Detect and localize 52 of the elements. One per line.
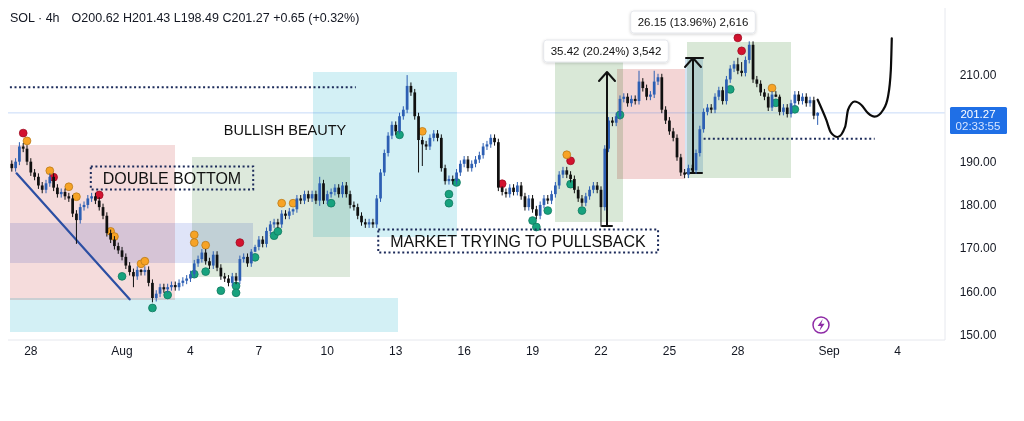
candlestick xyxy=(417,112,420,173)
annotation: DOUBLE BOTTOM xyxy=(102,169,242,187)
candlestick xyxy=(71,194,74,218)
chart-title: SOL · 4h xyxy=(10,11,60,25)
chart-subtitle: O200.62 H201.43 L198.49 C201.27 +0.65 (+0.32%) xyxy=(71,11,360,25)
x-tick-label: 13 xyxy=(389,344,403,358)
x-tick-label: 25 xyxy=(662,344,677,358)
x-tick-label: 22 xyxy=(594,344,608,358)
candlestick xyxy=(725,75,728,106)
candlestick xyxy=(78,203,82,225)
candlestick xyxy=(132,268,135,288)
candlestick xyxy=(485,140,489,151)
candlestick xyxy=(420,136,424,167)
x-tick-label: 4 xyxy=(894,344,902,358)
candlestick xyxy=(462,155,466,168)
y-tick-label: 190.00 xyxy=(959,154,997,169)
candlestick xyxy=(181,276,185,287)
x-tick-label: 28 xyxy=(731,344,745,358)
x-tick-label: 19 xyxy=(525,344,540,358)
candlestick xyxy=(75,209,78,245)
candlestick xyxy=(18,141,21,166)
annotation: MARKET TRYING TO PULLSBACK xyxy=(390,232,647,250)
candlestick xyxy=(200,248,204,264)
candlestick xyxy=(812,96,816,120)
x-tick-label: Aug xyxy=(111,344,133,358)
y-tick-label: 160.00 xyxy=(959,284,997,299)
x-tick-label: 28 xyxy=(24,344,38,358)
candlestick xyxy=(318,176,322,207)
candlestick xyxy=(747,40,751,64)
candlestick xyxy=(265,226,268,248)
annotation: 35.42 (20.24%) 3,542 xyxy=(550,45,662,57)
y-tick-label: 170.00 xyxy=(959,241,997,256)
candlestick xyxy=(702,107,705,134)
x-tick-label: Sep xyxy=(818,344,841,358)
candlestick xyxy=(744,55,747,77)
candlestick xyxy=(322,179,325,205)
candlestick xyxy=(151,278,154,303)
x-tick-label: 10 xyxy=(320,344,335,358)
x-tick-label: 16 xyxy=(457,344,472,358)
text: 02:33:55 xyxy=(955,120,1001,133)
candlestick xyxy=(398,112,401,135)
annotation: 26.15 (13.96%) 2,616 xyxy=(637,16,749,28)
y-tick-label: 210.00 xyxy=(959,68,997,83)
y-tick-label: 180.00 xyxy=(959,197,997,212)
candlestick xyxy=(652,70,656,99)
ref-line-label: 201.27 xyxy=(960,107,996,120)
y-tick-label: 150.00 xyxy=(959,327,997,342)
candlestick xyxy=(424,140,428,151)
annotation: BULLISH BEAUTY xyxy=(223,122,347,138)
x-tick-label: 7 xyxy=(255,344,263,358)
candlestick xyxy=(147,265,151,287)
x-tick-label: 4 xyxy=(187,344,195,358)
